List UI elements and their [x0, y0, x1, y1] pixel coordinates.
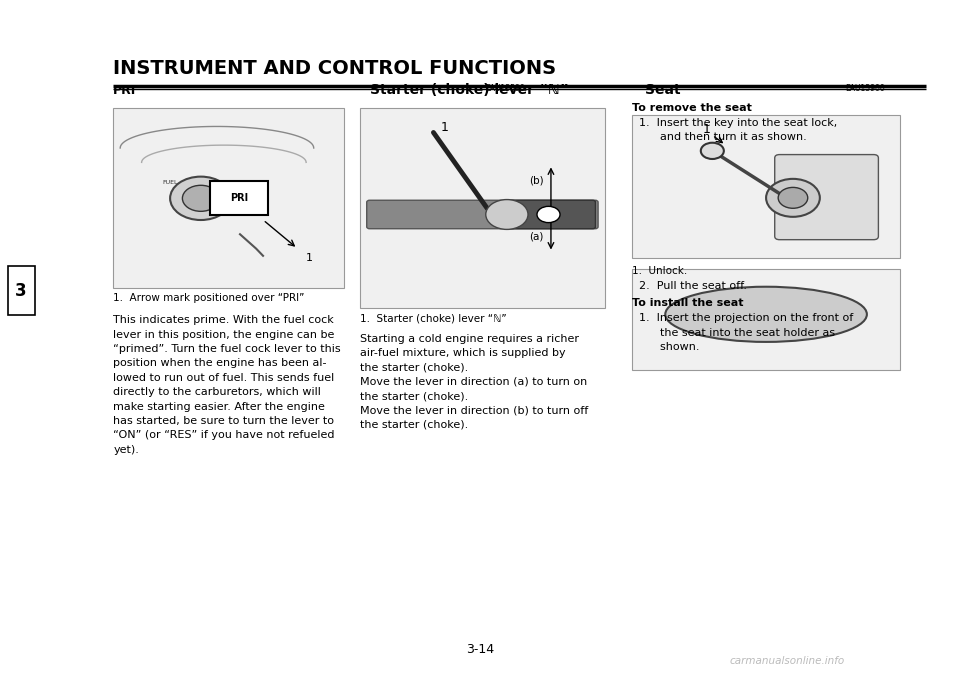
Text: 3-14: 3-14	[466, 643, 494, 656]
Text: PRI: PRI	[113, 84, 136, 97]
Text: EAU13900: EAU13900	[845, 84, 884, 93]
FancyBboxPatch shape	[8, 266, 35, 315]
FancyBboxPatch shape	[210, 181, 268, 216]
Text: carmanualsonline.info: carmanualsonline.info	[730, 656, 845, 666]
Circle shape	[766, 179, 820, 217]
Text: 1: 1	[441, 121, 449, 134]
Ellipse shape	[665, 287, 867, 342]
Text: 1: 1	[305, 253, 313, 262]
Circle shape	[537, 206, 560, 222]
Text: Starter (choke) lever “ℕ”: Starter (choke) lever “ℕ”	[370, 83, 568, 97]
FancyBboxPatch shape	[632, 269, 900, 370]
Text: To install the seat: To install the seat	[632, 298, 743, 308]
Text: 3: 3	[15, 282, 27, 300]
Text: 1.  Arrow mark positioned over “PRI”: 1. Arrow mark positioned over “PRI”	[113, 293, 304, 303]
Text: 1.  Unlock.: 1. Unlock.	[632, 266, 687, 276]
FancyBboxPatch shape	[504, 200, 595, 228]
FancyBboxPatch shape	[367, 200, 598, 228]
Circle shape	[701, 143, 724, 159]
FancyBboxPatch shape	[360, 108, 605, 308]
Text: 1: 1	[703, 123, 711, 136]
Text: 1.  Insert the projection on the front of
        the seat into the seat holder : 1. Insert the projection on the front of…	[632, 313, 852, 352]
Text: Starting a cold engine requires a richer
air-fuel mixture, which is supplied by
: Starting a cold engine requires a richer…	[360, 334, 588, 430]
Text: PRI: PRI	[230, 193, 249, 203]
Text: Seat: Seat	[645, 83, 681, 97]
Text: INSTRUMENT AND CONTROL FUNCTIONS: INSTRUMENT AND CONTROL FUNCTIONS	[113, 59, 557, 78]
Text: This indicates prime. With the fuel cock
lever in this position, the engine can : This indicates prime. With the fuel cock…	[113, 315, 341, 455]
Text: 2.  Pull the seat off.: 2. Pull the seat off.	[632, 281, 747, 292]
Text: (a): (a)	[529, 231, 543, 241]
Circle shape	[182, 185, 219, 212]
Circle shape	[486, 199, 528, 229]
Circle shape	[170, 176, 231, 220]
FancyBboxPatch shape	[775, 155, 878, 240]
Text: 1.  Insert the key into the seat lock,
        and then turn it as shown.: 1. Insert the key into the seat lock, an…	[632, 118, 837, 142]
Text: (b): (b)	[529, 176, 543, 186]
FancyBboxPatch shape	[632, 115, 900, 258]
Text: FUEL: FUEL	[162, 180, 178, 184]
Text: To remove the seat: To remove the seat	[632, 103, 752, 113]
Text: 1.  Starter (choke) lever “ℕ”: 1. Starter (choke) lever “ℕ”	[360, 314, 507, 324]
Circle shape	[779, 187, 807, 208]
FancyBboxPatch shape	[113, 108, 344, 288]
Text: EAU13590: EAU13590	[485, 84, 524, 93]
